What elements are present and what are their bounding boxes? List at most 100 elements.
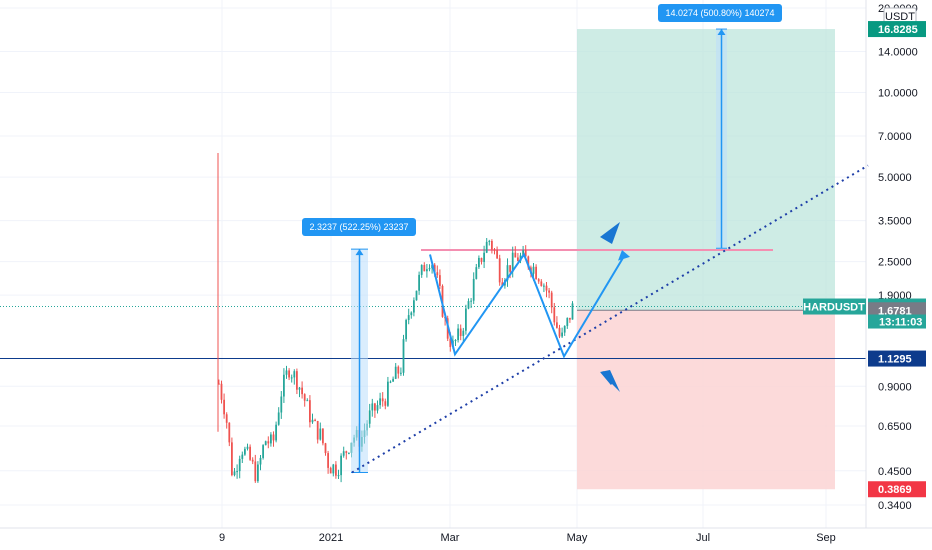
candle-body	[340, 455, 342, 476]
candle-body	[397, 366, 400, 374]
candle-body	[238, 458, 241, 472]
symbol-label: HARDUSDT	[803, 298, 866, 315]
candle-body	[288, 370, 290, 378]
candle-body	[558, 327, 561, 337]
measure-1-label-box	[302, 218, 416, 236]
candle-body	[571, 303, 574, 320]
countdown-badge	[868, 314, 926, 329]
ascending-trendline[interactable]	[351, 164, 869, 474]
candle-body	[488, 240, 491, 242]
candle-body	[231, 442, 233, 476]
price-tick-label: 14.0000	[878, 47, 918, 59]
candle-body	[311, 419, 314, 423]
candle-body	[290, 377, 293, 379]
candle-body	[376, 405, 379, 411]
arrow-head-icon	[355, 249, 364, 256]
candlestick-series	[217, 153, 574, 483]
candle-body	[220, 383, 223, 400]
candle-body	[402, 339, 405, 373]
candle-body	[228, 422, 231, 443]
price-tick-label: 0.4500	[878, 466, 912, 478]
candle-body	[548, 290, 550, 293]
zigzag-pattern[interactable]	[429, 252, 626, 359]
candle-body	[535, 266, 537, 280]
candle-body	[296, 371, 298, 390]
candle-body	[556, 322, 558, 328]
candle-body	[233, 471, 236, 476]
candle-body	[465, 308, 467, 331]
candle-body	[392, 378, 394, 382]
candle-body	[342, 451, 345, 456]
candle-body	[439, 275, 441, 286]
candle-body	[426, 269, 428, 272]
candle-body	[368, 410, 371, 424]
candle-body	[454, 340, 457, 342]
candle-body	[236, 471, 238, 473]
candle-body	[433, 264, 436, 273]
time-axis[interactable]: 9 2021 Mar May Jul Sep	[0, 527, 932, 544]
currency-tag: USDT	[885, 11, 915, 23]
candle-body	[371, 403, 374, 411]
candle-body	[400, 372, 402, 374]
arrow-drawings[interactable]	[600, 222, 630, 392]
candle-body	[561, 332, 563, 337]
measurement-tools[interactable]: 2.3237 (522.25%) 23237 14.0274 (500.80%) …	[302, 4, 782, 473]
candle-body	[285, 370, 288, 375]
candle-body	[545, 285, 548, 291]
candle-body	[254, 461, 257, 482]
price-tick-label: 7.0000	[878, 131, 912, 143]
candle-body	[345, 451, 348, 453]
candle-body	[410, 312, 413, 316]
candle-body	[553, 307, 556, 323]
candle-body	[303, 394, 306, 401]
candle-body	[348, 452, 350, 454]
candle-body	[277, 412, 280, 425]
countdown-label: 13:11:03	[879, 317, 922, 329]
candle-body	[524, 250, 527, 257]
down-arrow-shaft	[600, 371, 614, 385]
candle-body	[459, 328, 462, 336]
price-badge	[868, 350, 926, 367]
candle-body	[319, 428, 322, 440]
price-axis[interactable]: 0.34000.45000.65000.90001.90002.50003.50…	[865, 0, 926, 528]
candle-body	[413, 300, 415, 313]
candle-body	[251, 459, 254, 462]
candle-body	[218, 383, 220, 385]
candle-body	[329, 467, 332, 474]
candle-body	[379, 398, 381, 406]
candle-body	[569, 317, 571, 320]
price-badge	[868, 481, 926, 498]
candle-body	[475, 267, 478, 279]
candle-body	[415, 290, 418, 301]
candle-body	[223, 399, 225, 415]
candle-body	[407, 315, 410, 321]
price-tick-label: 0.9000	[878, 381, 912, 393]
candle-body	[267, 441, 270, 444]
symbol-tag-box	[803, 298, 866, 315]
candle-body	[480, 257, 483, 262]
candle-body	[225, 414, 228, 423]
candle-body	[478, 257, 480, 268]
candle-body	[470, 300, 472, 302]
candle-body	[257, 464, 259, 482]
candle-body	[298, 387, 301, 390]
candle-body	[275, 424, 277, 441]
price-tick-label: 2.5000	[878, 257, 912, 269]
time-tick-label: 2021	[319, 532, 343, 544]
candle-body	[423, 265, 426, 272]
time-tick-label: Jul	[696, 532, 710, 544]
candle-body	[540, 281, 543, 286]
candle-body	[405, 320, 407, 340]
take-profit-zone[interactable]	[577, 29, 835, 311]
candle-body	[293, 371, 296, 378]
candle-body	[483, 252, 485, 262]
candle-body	[550, 292, 553, 308]
candle-body	[472, 278, 475, 301]
candle-body	[509, 265, 511, 272]
long-position-zones[interactable]	[577, 29, 835, 490]
candle-body	[322, 428, 324, 444]
stop-loss-zone[interactable]	[577, 310, 835, 490]
candle-body	[496, 250, 498, 259]
price-tick-label: 3.5000	[878, 216, 912, 228]
